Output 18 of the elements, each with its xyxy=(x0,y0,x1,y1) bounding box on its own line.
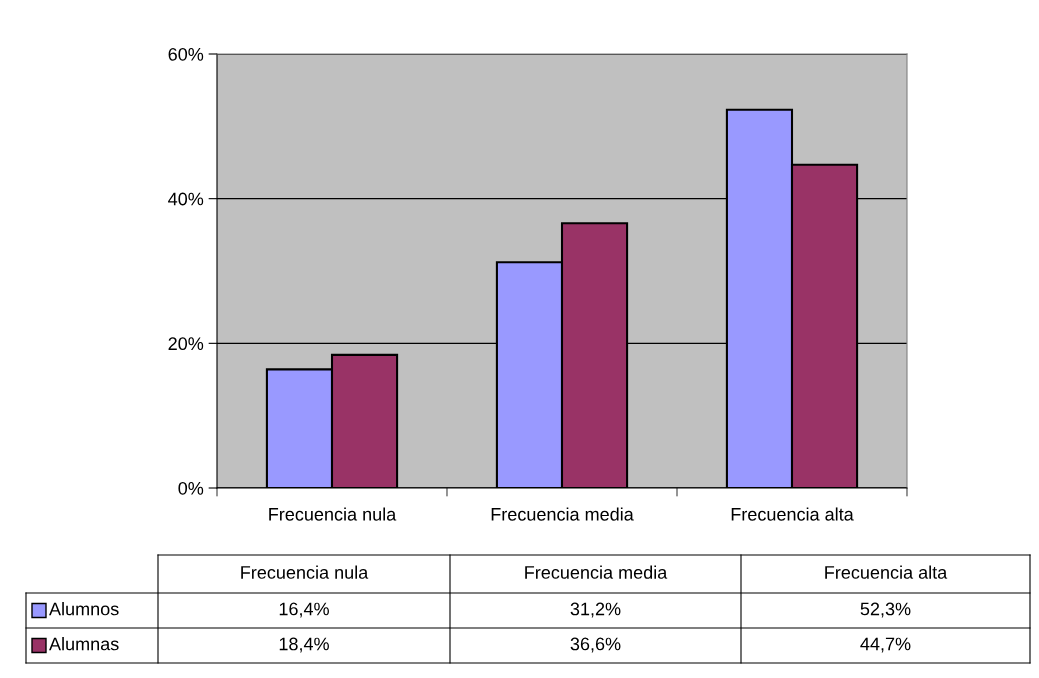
data-label: 44,7% xyxy=(860,637,911,653)
legend-label: Alumnas xyxy=(49,637,119,651)
x-tick-label: Frecuencia media xyxy=(491,507,634,521)
y-tick-label: 0% xyxy=(178,481,204,495)
category-label: Frecuencia nula xyxy=(241,565,369,579)
y-tick-label: 60% xyxy=(168,47,204,61)
y-tick-label: 40% xyxy=(168,192,204,206)
x-tick-label: Frecuencia alta xyxy=(731,507,854,521)
category-label: Frecuencia media xyxy=(525,565,668,579)
data-label: 52,3% xyxy=(860,602,911,618)
x-tick-label: Frecuencia nula xyxy=(269,507,397,521)
data-label: 18,4% xyxy=(279,637,329,653)
data-label: 36,6% xyxy=(570,637,621,653)
category-label: Frecuencia alta xyxy=(825,565,948,579)
legend-label: Alumnos xyxy=(49,602,119,616)
data-label: 16,4% xyxy=(279,602,329,618)
y-tick-label: 20% xyxy=(168,337,204,351)
data-label: 31,2% xyxy=(570,602,621,618)
